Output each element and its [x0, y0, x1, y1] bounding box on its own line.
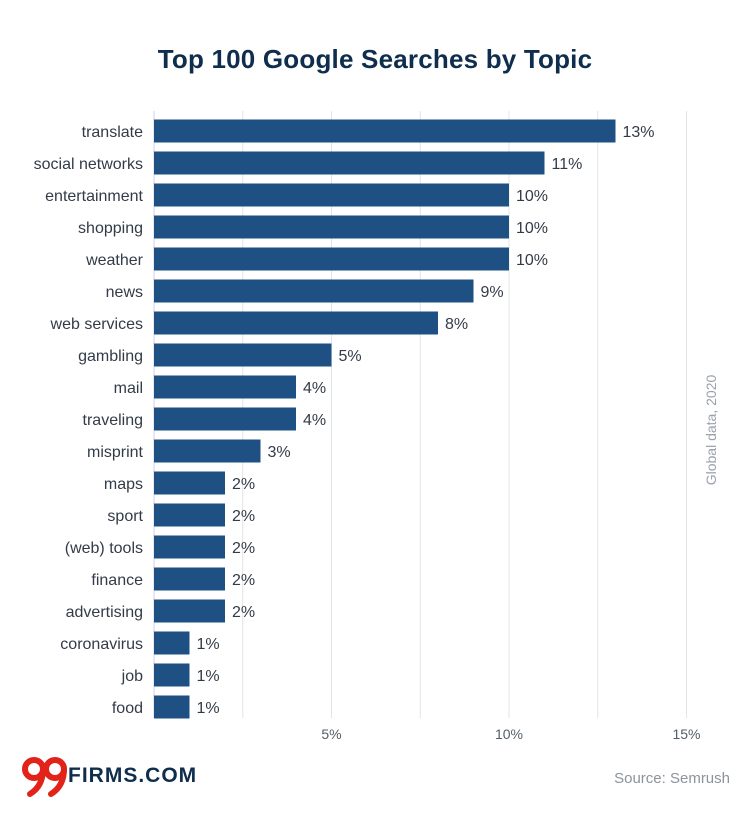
category-label: (web) tools — [65, 540, 143, 557]
category-label: sport — [107, 508, 143, 525]
bar — [154, 375, 296, 399]
bar — [154, 567, 225, 591]
value-label: 2% — [232, 508, 255, 525]
x-tick-label: 10% — [495, 726, 523, 742]
bar — [154, 535, 225, 559]
bar — [154, 663, 190, 687]
source-label: Source: Semrush — [614, 770, 730, 787]
value-label: 2% — [232, 540, 255, 557]
bar — [154, 119, 616, 143]
brand-name: FIRMS.COM — [68, 764, 198, 787]
bar — [154, 503, 225, 527]
value-label: 9% — [481, 284, 504, 301]
bar-chart: 5% 10% 15% translate 13% social networks 11% en… — [34, 111, 701, 742]
category-label: shopping — [78, 220, 143, 237]
value-label: 4% — [303, 380, 326, 397]
bar — [154, 343, 332, 367]
chart-title: Top 100 Google Searches by Topic — [157, 44, 593, 74]
category-label: news — [106, 284, 143, 301]
value-label: 10% — [516, 252, 548, 269]
category-label: advertising — [66, 604, 143, 621]
category-label: web services — [50, 316, 143, 333]
category-label: coronavirus — [60, 636, 143, 653]
x-tick-label: 5% — [321, 726, 341, 742]
bar — [154, 599, 225, 623]
bar — [154, 695, 190, 719]
category-label: misprint — [87, 444, 144, 461]
category-label: gambling — [78, 348, 143, 365]
bar — [154, 407, 296, 431]
value-label: 3% — [268, 444, 291, 461]
bar — [154, 311, 438, 335]
bar — [154, 471, 225, 495]
bar — [154, 247, 509, 271]
category-label: finance — [91, 572, 143, 589]
category-label: food — [112, 700, 143, 717]
value-label: 1% — [197, 668, 220, 685]
value-label: 10% — [516, 220, 548, 237]
bar — [154, 183, 509, 207]
category-label: translate — [82, 124, 143, 141]
category-label: entertainment — [45, 188, 143, 205]
bar — [154, 439, 261, 463]
category-label: job — [121, 668, 143, 685]
value-label: 10% — [516, 188, 548, 205]
category-label: traveling — [83, 412, 143, 429]
category-label: maps — [104, 476, 143, 493]
value-label: 2% — [232, 476, 255, 493]
value-label: 11% — [552, 156, 583, 173]
category-label: weather — [85, 252, 144, 269]
value-label: 13% — [623, 124, 655, 141]
value-label: 1% — [197, 636, 220, 653]
value-label: 2% — [232, 604, 255, 621]
value-label: 4% — [303, 412, 326, 429]
bar — [154, 631, 190, 655]
value-label: 2% — [232, 572, 255, 589]
category-label: mail — [114, 380, 143, 397]
bar — [154, 215, 509, 239]
99-logo-icon — [22, 757, 67, 797]
bar — [154, 151, 545, 175]
bar — [154, 279, 474, 303]
category-label: social networks — [34, 156, 143, 173]
value-label: 1% — [197, 700, 220, 717]
value-label: 8% — [445, 316, 468, 333]
value-label: 5% — [339, 348, 362, 365]
x-tick-label: 15% — [672, 726, 700, 742]
global-data-note: Global data, 2020 — [703, 374, 719, 486]
